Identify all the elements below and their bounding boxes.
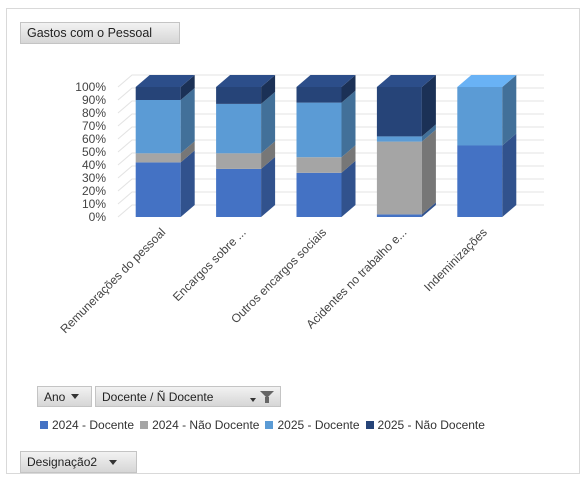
y-tick-label: 50% <box>82 145 106 159</box>
y-axis-ticks: 0%10%20%30%40%50%60%70%80%90%100% <box>75 80 106 224</box>
bar-segment[interactable] <box>216 75 276 104</box>
y-tick-label: 70% <box>82 119 106 133</box>
bar-segment[interactable] <box>376 75 436 137</box>
bar-top <box>216 75 276 87</box>
bar-segment[interactable] <box>296 75 356 103</box>
x-category-label: Encargos sobre ... <box>170 225 249 304</box>
pivot-title-field-label: Gastos com o Pessoal <box>27 26 153 40</box>
bar-segment[interactable] <box>296 160 356 217</box>
bar-segment[interactable] <box>376 129 436 215</box>
legend-swatch <box>140 421 149 429</box>
legend-label: 2024 - Docente <box>52 418 135 432</box>
y-tick-label: 100% <box>75 80 106 94</box>
x-category-label: Remunerações do pessoal <box>57 225 168 336</box>
pivot-title-field-button[interactable]: Gastos com o Pessoal <box>20 22 180 44</box>
bar-top <box>376 75 436 87</box>
bar-segment[interactable] <box>457 133 517 218</box>
chevron-down-icon[interactable] <box>250 397 256 402</box>
legend-swatch <box>40 421 48 429</box>
legend-item[interactable]: 2025 - Não Docente <box>365 418 485 432</box>
legend-swatch <box>365 421 374 429</box>
filter-field-label: Designação2 <box>27 455 98 469</box>
column-field-label: Docente / Ñ Docente <box>102 389 214 404</box>
chevron-down-icon[interactable] <box>109 459 118 465</box>
y-tick-label: 20% <box>82 184 106 198</box>
bar-segment[interactable] <box>376 202 436 217</box>
bar-segment[interactable] <box>216 156 276 217</box>
bar-segment[interactable] <box>135 141 195 163</box>
bar-segment[interactable] <box>135 88 195 154</box>
bar-segment[interactable] <box>216 91 276 154</box>
legend-label: 2024 - Não Docente <box>152 418 260 432</box>
legend-item[interactable]: 2024 - Não Docente <box>140 418 259 432</box>
filter-icon[interactable] <box>260 390 274 403</box>
bar-top <box>135 75 195 87</box>
y-tick-label: 80% <box>82 106 106 120</box>
legend-swatch <box>265 421 274 429</box>
bars <box>135 75 517 218</box>
legend-item[interactable]: 2025 - Docente <box>265 418 360 432</box>
y-tick-label: 10% <box>82 197 106 211</box>
bar-segment[interactable] <box>376 124 436 142</box>
legend-label: 2025 - Docente <box>277 418 360 432</box>
y-tick-label: 60% <box>82 132 106 146</box>
bar-segment[interactable] <box>457 75 517 146</box>
legend: 2024 - Docente 2024 - Não Docente 2025 - D… <box>40 416 585 434</box>
bar-segment[interactable] <box>135 75 195 100</box>
chevron-down-icon[interactable] <box>71 394 80 399</box>
row-field-button[interactable]: Ano <box>37 386 92 407</box>
legend-label: 2025 - Não Docente <box>377 418 485 432</box>
bar-top <box>296 75 356 87</box>
y-tick-label: 90% <box>82 93 106 107</box>
x-axis-categories: Remunerações do pessoal Encargos sobre ..… <box>57 225 489 336</box>
y-tick-label: 0% <box>89 210 107 224</box>
bar-top <box>457 75 517 87</box>
bar-segment[interactable] <box>296 145 356 173</box>
bar-segment[interactable] <box>216 141 276 169</box>
bar-segment[interactable] <box>296 90 356 158</box>
y-tick-label: 40% <box>82 158 106 172</box>
bar-segment[interactable] <box>135 150 195 217</box>
column-field-button[interactable]: Docente / Ñ Docente <box>95 386 281 407</box>
y-tick-label: 30% <box>82 171 106 185</box>
filter-field-button[interactable]: Designação2 <box>20 451 137 473</box>
x-category-label: Indeminizações <box>421 225 490 294</box>
legend-item[interactable]: 2024 - Docente <box>40 418 134 432</box>
row-field-label: Ano <box>44 389 66 404</box>
